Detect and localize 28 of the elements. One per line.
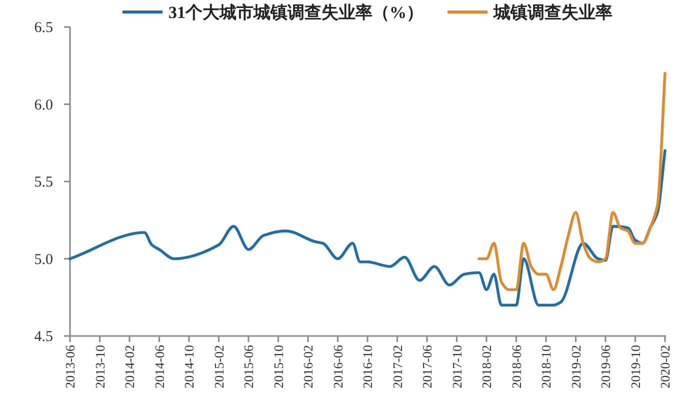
- x-tick-label: 2016-06: [330, 344, 346, 388]
- x-tick-label: 2020-02: [658, 345, 672, 388]
- x-tick-label: 2019-06: [598, 344, 613, 388]
- y-tick-label: 4.5: [34, 329, 53, 345]
- x-tick-label: 2017-06: [420, 344, 434, 388]
- x-tick-label: 2019-10: [628, 345, 643, 388]
- x-tick-label: 2018-06: [508, 344, 524, 388]
- y-tick-label: 5.5: [34, 174, 53, 190]
- x-tick-label: 2018-10: [538, 345, 554, 388]
- x-tick-label: 2014-06: [152, 344, 167, 388]
- legend-label: 城镇调查失业率: [492, 3, 612, 22]
- x-tick-label: 2018-02: [479, 345, 494, 388]
- legend-label: 31个大城市城镇调查失业率（%）: [168, 3, 424, 22]
- y-tick-label: 5.0: [34, 252, 53, 268]
- x-tick-label: 2017-10: [449, 345, 464, 388]
- x-tick-label: 2016-02: [300, 345, 316, 388]
- y-tick-label: 6.5: [34, 20, 53, 36]
- y-tick-label: 6.0: [34, 97, 53, 114]
- x-tick-label: 2015-10: [270, 345, 286, 388]
- x-tick-label: 2019-02: [568, 345, 584, 388]
- x-tick-label: 2015-02: [211, 345, 226, 388]
- x-tick-label: 2014-02: [122, 345, 137, 388]
- x-tick-label: 2017-02: [390, 345, 405, 388]
- x-tick-label: 2015-06: [241, 344, 256, 388]
- x-tick-label: 2013-10: [92, 345, 108, 388]
- x-tick-label: 2014-10: [182, 345, 196, 388]
- x-tick-label: 2013-06: [62, 344, 78, 388]
- x-tick-label: 2016-10: [360, 345, 375, 388]
